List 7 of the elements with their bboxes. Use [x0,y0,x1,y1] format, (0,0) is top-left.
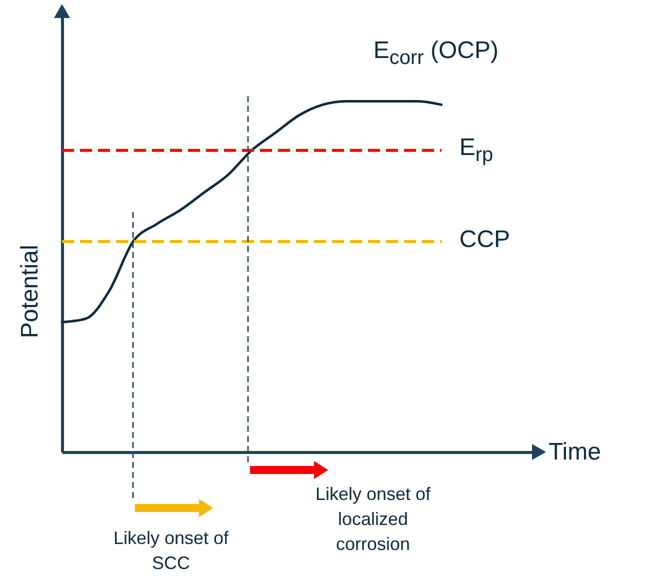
text: Likely onset of localized corrosion [315,483,431,556]
x-axis-title: Time [548,438,601,466]
ref-line-label: CCP [459,226,510,254]
y-axis-title: Potential [16,244,44,338]
text: Likely onset of SCC [113,527,229,576]
ref-line-label: E$_{rp}$ [459,134,494,168]
series-label: E$_{corr}$ (OCP) [373,36,498,70]
